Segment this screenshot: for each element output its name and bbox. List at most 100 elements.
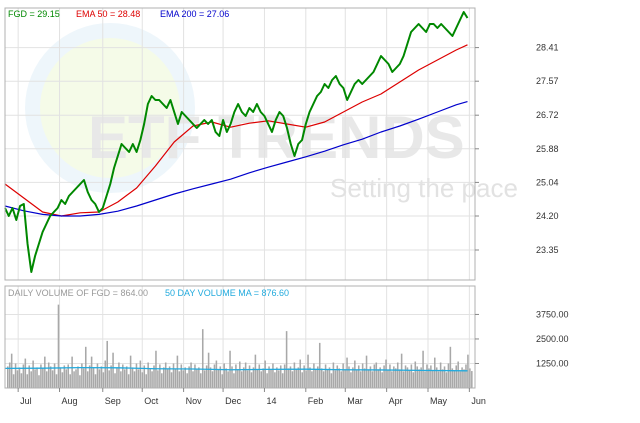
x-tick-label: 14 bbox=[266, 396, 276, 406]
volume-bar bbox=[223, 363, 225, 388]
volume-legend: DAILY VOLUME OF FGD = 864.00 50 DAY VOLU… bbox=[8, 288, 289, 298]
volume-grid bbox=[5, 313, 475, 364]
volume-bar bbox=[225, 368, 227, 388]
volume-bar bbox=[53, 363, 56, 388]
volume-bar bbox=[437, 371, 440, 388]
volume-bar bbox=[455, 365, 458, 388]
volume-bar bbox=[295, 369, 298, 388]
volume-bar bbox=[205, 365, 208, 388]
volume-bar bbox=[359, 371, 362, 388]
volume-bar bbox=[297, 367, 300, 388]
volume-bar bbox=[34, 369, 36, 388]
volume-bar bbox=[77, 366, 79, 388]
volume-bar bbox=[112, 352, 114, 388]
volume-bar bbox=[291, 371, 294, 388]
volume-bar bbox=[258, 364, 261, 388]
x-tick-label: Jun bbox=[471, 396, 486, 406]
volume-bar bbox=[432, 370, 434, 388]
volume-bar bbox=[318, 342, 321, 388]
volume-bar bbox=[217, 369, 220, 388]
volume-bar bbox=[102, 372, 105, 388]
volume-bar bbox=[168, 366, 171, 388]
volume-bar bbox=[38, 375, 40, 388]
volume-bar bbox=[352, 367, 354, 388]
volume-bar bbox=[145, 374, 147, 388]
volume-bar bbox=[434, 357, 436, 388]
volume-bar bbox=[196, 369, 198, 388]
price-tick-label: 28.41 bbox=[536, 43, 559, 53]
volume-bar bbox=[404, 365, 407, 388]
volume-bar bbox=[200, 373, 202, 388]
volume-bar bbox=[135, 363, 138, 388]
volume-bar bbox=[147, 362, 149, 388]
volume-bar bbox=[299, 359, 302, 388]
volume-bar bbox=[395, 368, 397, 388]
x-tick-label: Apr bbox=[389, 396, 403, 406]
volume-bar bbox=[469, 368, 471, 388]
volume-bar bbox=[139, 360, 142, 388]
volume-bar bbox=[287, 368, 290, 388]
volume-bar bbox=[402, 371, 405, 388]
volume-bar bbox=[430, 365, 432, 388]
volume-bar bbox=[361, 363, 364, 388]
volume-bar bbox=[406, 367, 409, 388]
volume-bar bbox=[49, 366, 52, 388]
volume-bar bbox=[428, 368, 430, 388]
volume-bar bbox=[424, 371, 426, 388]
volume-bar bbox=[120, 371, 122, 388]
volume-bar bbox=[118, 362, 120, 388]
volume-tick-label: 2500.00 bbox=[536, 334, 569, 344]
volume-bar bbox=[457, 361, 459, 388]
volume-bar bbox=[44, 356, 46, 388]
price-lines bbox=[4, 11, 469, 273]
price-tick-label: 25.88 bbox=[536, 144, 559, 154]
volume-bar bbox=[439, 362, 442, 388]
legend-ema200: EMA 200 = 27.06 bbox=[160, 9, 229, 19]
volume-bar bbox=[153, 365, 155, 388]
volume-bar bbox=[416, 366, 419, 388]
volume-bar bbox=[248, 365, 251, 388]
volume-bar bbox=[420, 367, 422, 388]
volume-bar bbox=[408, 370, 411, 388]
volume-bar bbox=[348, 366, 350, 388]
volume-bar bbox=[272, 363, 274, 388]
volume-bar bbox=[190, 362, 192, 388]
volume-bar bbox=[264, 360, 266, 388]
volume-bar bbox=[57, 304, 60, 388]
volume-bar bbox=[188, 366, 190, 388]
volume-bar bbox=[320, 368, 323, 388]
volume-bar bbox=[24, 358, 27, 388]
volume-bar bbox=[47, 362, 50, 388]
volume-bar bbox=[209, 367, 212, 388]
price-tick-label: 23.35 bbox=[536, 245, 559, 255]
volume-bar bbox=[157, 370, 159, 388]
volume-bar bbox=[215, 360, 218, 388]
volume-bar bbox=[8, 362, 11, 388]
volume-bar bbox=[176, 355, 179, 388]
volume-bar bbox=[69, 374, 71, 388]
volume-bar bbox=[194, 364, 196, 388]
volume-bar bbox=[315, 369, 317, 388]
legend-volume: DAILY VOLUME OF FGD = 864.00 bbox=[8, 288, 148, 298]
volume-bar bbox=[106, 340, 108, 388]
volume-bar bbox=[221, 374, 224, 388]
volume-bar bbox=[51, 370, 54, 388]
volume-bar bbox=[178, 371, 181, 388]
volume-bar bbox=[75, 369, 77, 388]
volume-bar bbox=[400, 353, 403, 388]
volume-bar bbox=[447, 363, 450, 388]
price-axis: 28.41 27.57 26.72 25.88 25.04 24.20 23.35 bbox=[475, 43, 559, 255]
watermark-inner-circle bbox=[40, 38, 180, 178]
volume-bar bbox=[180, 364, 183, 388]
volume-bar bbox=[445, 372, 448, 388]
volume-bar bbox=[73, 371, 75, 388]
volume-bar bbox=[26, 374, 29, 388]
volume-bars bbox=[4, 304, 473, 388]
volume-bar bbox=[289, 366, 292, 388]
volume-bar bbox=[328, 367, 331, 388]
volume-bar bbox=[16, 370, 19, 388]
volume-bar bbox=[256, 369, 259, 388]
volume-bar bbox=[110, 365, 112, 388]
volume-bar bbox=[441, 369, 444, 388]
